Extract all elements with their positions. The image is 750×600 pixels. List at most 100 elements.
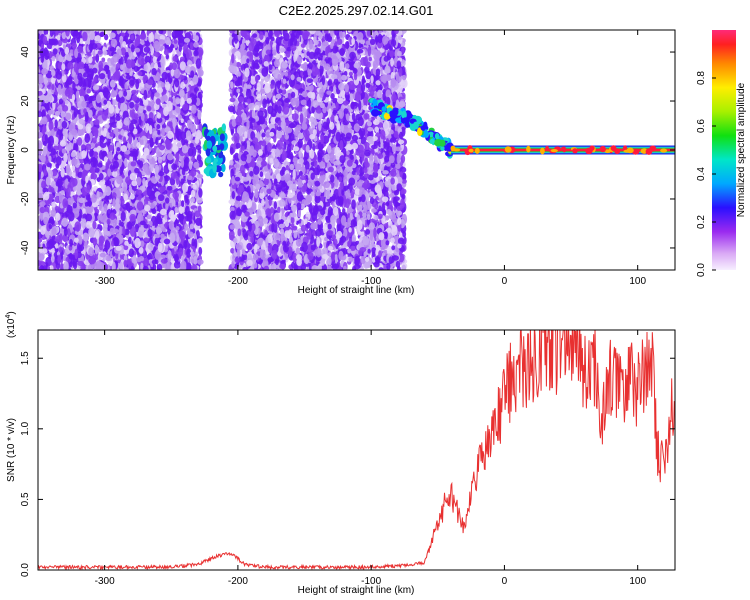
spectrogram-cell	[134, 167, 140, 174]
spectrogram-cell	[47, 109, 53, 115]
spectrogram-cell	[40, 53, 45, 64]
spectrogram-cell	[169, 232, 176, 244]
spectrogram-cell	[169, 44, 175, 49]
spectrogram-cell	[85, 143, 92, 151]
spectrogram-cell	[196, 174, 204, 179]
spectrogram-cell	[157, 130, 161, 135]
spectrogram-cell	[187, 231, 194, 238]
spectrogram-cell	[166, 153, 174, 161]
spectrogram-cell	[174, 78, 180, 88]
spectrogram-cell	[191, 197, 195, 203]
spectrogram-cell	[131, 89, 137, 95]
spectrogram-cell	[98, 60, 104, 70]
spectrogram-cell	[165, 39, 172, 46]
spectrogram-cell	[134, 37, 141, 45]
spectrogram-cell	[178, 44, 183, 52]
spectrogram-cell	[94, 167, 100, 173]
spectrogram-cell	[71, 157, 78, 166]
spectrogram-cell	[151, 208, 157, 215]
spectrogram-cell	[90, 157, 97, 168]
spectrogram-cell	[123, 259, 128, 267]
spectrogram-cell	[104, 186, 112, 197]
spectrogram-cell	[51, 40, 59, 46]
spectrogram-cell	[47, 198, 52, 205]
spectrogram-cell	[45, 176, 51, 186]
spectrogram-cell	[115, 197, 120, 205]
spectrogram-cell	[181, 200, 185, 207]
spectrogram-cell	[67, 61, 74, 70]
spectrogram-cell	[167, 130, 174, 140]
spectrogram-cell	[107, 168, 112, 177]
spectrogram-cell	[62, 44, 67, 50]
spectrogram-cell	[108, 104, 115, 114]
spectrogram-cell	[128, 134, 133, 145]
spectrogram-cell	[134, 237, 141, 249]
spectrogram-cell	[74, 221, 82, 232]
spectrogram-cell	[104, 179, 112, 186]
spectrogram-cell	[183, 43, 189, 55]
spectrogram-cell	[109, 212, 116, 220]
spectrogram-cell	[92, 237, 98, 246]
spectrogram-cell	[174, 195, 179, 203]
spectrogram-cell	[176, 142, 182, 148]
spectrogram-cell	[137, 55, 145, 66]
spectrogram-cell	[171, 163, 178, 171]
spectrogram-cell	[42, 88, 46, 95]
spectrogram-cell	[135, 79, 140, 90]
spectrogram-cell	[180, 158, 185, 168]
spectrogram-cell	[78, 238, 83, 245]
spectrogram-cell	[138, 105, 144, 114]
spectrogram-cell	[143, 64, 148, 72]
spectrogram-cell	[180, 118, 184, 123]
spectrogram-cell	[58, 30, 65, 33]
spectrogram-cell	[72, 81, 76, 91]
spectrogram-cell	[111, 164, 116, 170]
spectrogram-cell	[112, 99, 117, 107]
spectrogram-cell	[88, 257, 95, 264]
spectrogram-cell	[192, 31, 197, 41]
spectrogram-cell	[57, 254, 62, 264]
spectrogram-cell	[196, 196, 203, 204]
spectrogram-cell	[49, 30, 54, 37]
spectrogram-cell	[99, 31, 105, 37]
spectrogram-cell	[137, 71, 143, 76]
spectrogram-cell	[195, 129, 202, 140]
spectrogram-cell	[113, 71, 120, 81]
spectrogram-cell	[189, 42, 194, 50]
spectrogram-cell	[39, 201, 46, 207]
spectrogram-cell	[142, 165, 147, 170]
spectrogram-cell	[189, 142, 194, 149]
spectrogram-cell	[151, 259, 157, 265]
spectrogram-cell	[116, 48, 122, 60]
spectrogram-cell	[49, 240, 57, 245]
spectrogram-cell	[84, 133, 91, 144]
spectrogram-cell	[75, 90, 80, 100]
spectrogram-cell	[73, 62, 79, 73]
spectrogram-cell	[160, 233, 165, 240]
spectrogram-cell	[78, 244, 85, 252]
spectrogram-cell	[171, 62, 178, 71]
spectrogram-cell	[193, 161, 200, 169]
spectrogram-cell	[160, 57, 165, 69]
spectrogram-cell	[51, 201, 56, 208]
spectrogram-cell	[59, 132, 64, 141]
spectrogram-cell	[54, 212, 61, 222]
spectrogram-cell	[178, 205, 185, 213]
spectrogram-cell	[60, 167, 65, 178]
spectrogram-cell	[163, 238, 171, 245]
spectrogram-cell	[183, 37, 191, 43]
spectrogram-cell	[175, 176, 180, 186]
spectrogram-cell	[122, 41, 127, 48]
spectrogram-cell	[189, 93, 195, 98]
spectrogram-cell	[143, 258, 150, 268]
spectrogram-cell	[54, 110, 61, 117]
spectrogram-cell	[98, 73, 106, 80]
spectrogram-cell	[112, 170, 118, 178]
spectrogram-cell	[138, 246, 144, 254]
spectrogram-cell	[84, 240, 88, 249]
spectrogram-cell	[125, 59, 133, 69]
spectrogram-cell	[47, 143, 53, 153]
spectrogram-cell	[45, 230, 51, 236]
spectrogram-cell	[122, 225, 126, 236]
